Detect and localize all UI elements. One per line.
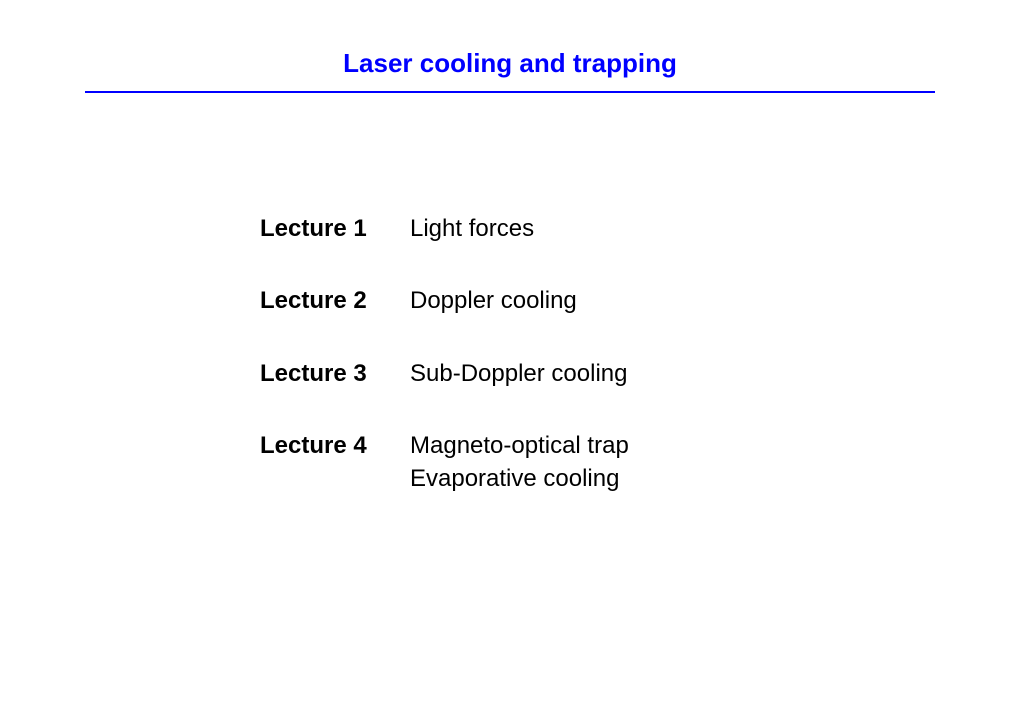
lecture-row: Lecture 1 Light forces [260,213,1020,245]
lecture-row: Lecture 3 Sub-Doppler cooling [260,358,1020,390]
lecture-label: Lecture 1 [260,213,410,245]
lecture-label: Lecture 4 [260,430,410,462]
lecture-topic-line: Light forces [410,213,534,245]
lecture-topic-line: Magneto-optical trap [410,430,629,462]
lecture-row: Lecture 2 Doppler cooling [260,285,1020,317]
lecture-topic: Light forces [410,213,534,245]
lecture-row: Lecture 4 Magneto-optical trap Evaporati… [260,430,1020,495]
lecture-list: Lecture 1 Light forces Lecture 2 Doppler… [260,213,1020,495]
lecture-topic-line: Sub-Doppler cooling [410,358,627,390]
lecture-topic: Doppler cooling [410,285,577,317]
lecture-topic-line: Doppler cooling [410,285,577,317]
page-title: Laser cooling and trapping [0,0,1020,91]
lecture-label: Lecture 3 [260,358,410,390]
lecture-topic: Magneto-optical trap Evaporative cooling [410,430,629,495]
lecture-topic: Sub-Doppler cooling [410,358,627,390]
title-underline [85,91,935,93]
lecture-label: Lecture 2 [260,285,410,317]
lecture-topic-line: Evaporative cooling [410,463,629,495]
